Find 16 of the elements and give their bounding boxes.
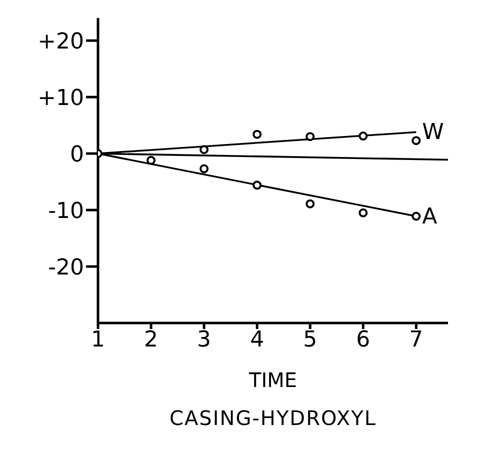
x-tick-label: 4 [250, 328, 264, 353]
y-tick-label: +20 [38, 29, 84, 54]
series-label: W [422, 120, 444, 146]
y-tick-label: -10 [48, 198, 84, 224]
x-tick-label: 5 [303, 328, 318, 353]
x-tick-label: 3 [197, 328, 212, 353]
x-tick-label: 2 [144, 328, 158, 353]
x-axis-title: TIME [248, 368, 298, 392]
y-tick-label: 0 [70, 142, 84, 168]
y-tick-label: +10 [38, 86, 84, 111]
series-label: A [422, 204, 438, 230]
x-tick-label: 1 [91, 328, 105, 353]
x-tick-label: 7 [409, 328, 424, 353]
y-tick-label: -20 [48, 255, 84, 280]
text: CASING-HYDROXYL [168, 406, 378, 430]
x-tick-label: 6 [356, 328, 370, 353]
